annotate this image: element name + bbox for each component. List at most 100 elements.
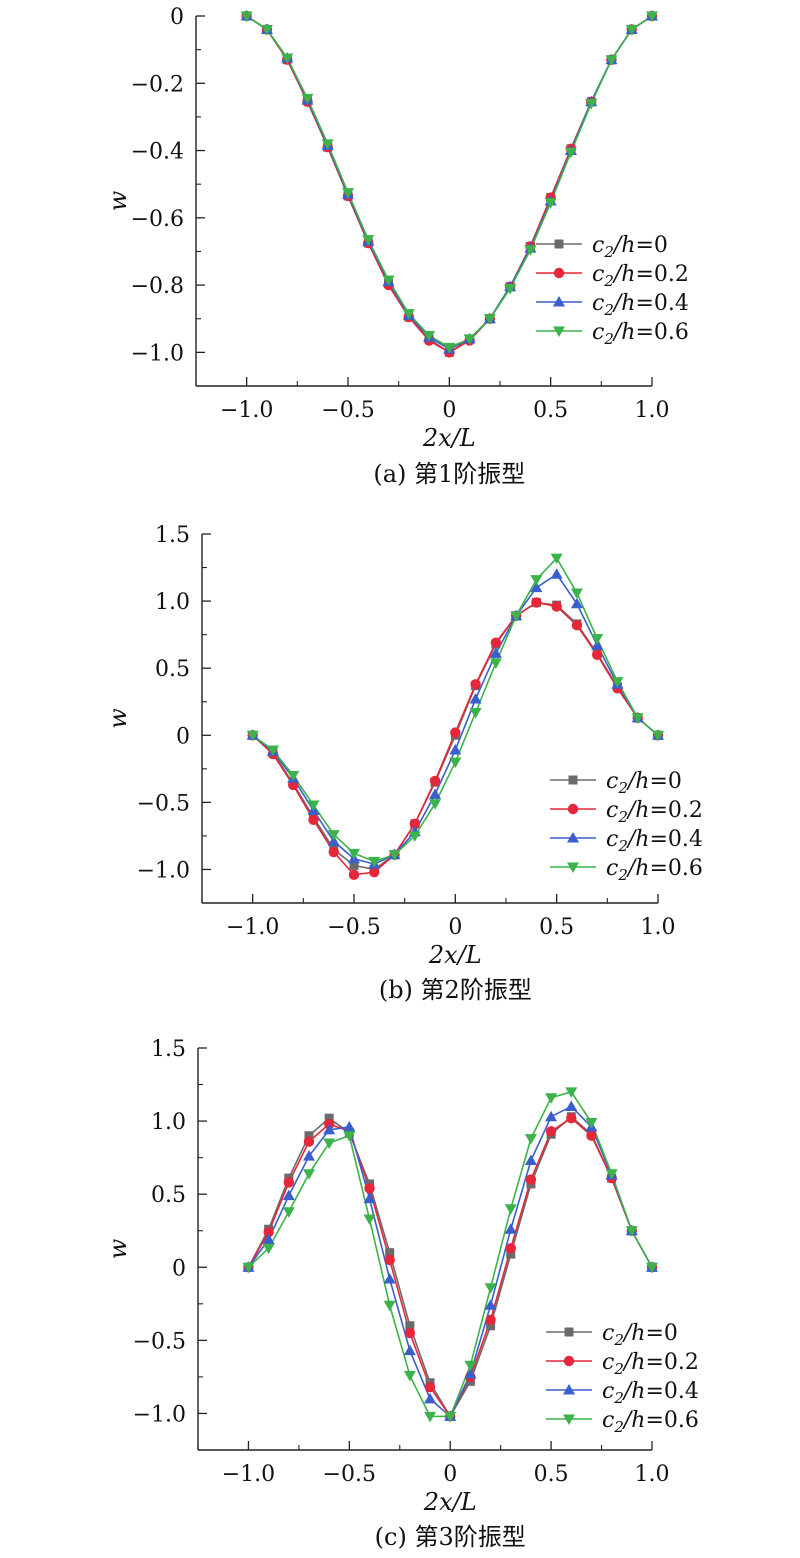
chart-panel-2: −1.0 −0.5 0 0.5 1.0 1.5 1.0 0.5 0 −0.5 −1.0 2x/L w (b… <box>104 523 703 1004</box>
legend-marker <box>563 1414 575 1425</box>
data-point <box>525 1174 537 1185</box>
x-tick-label: 0 <box>443 1462 457 1487</box>
y-tick-label: 0 <box>176 724 190 749</box>
data-point <box>324 1113 334 1123</box>
data-point <box>384 1254 395 1266</box>
legend-marker <box>564 1327 574 1337</box>
legend-entry: c2/h=0.6 <box>606 856 703 884</box>
data-point <box>246 730 259 742</box>
data-point <box>302 1169 315 1180</box>
data-point <box>530 575 543 586</box>
data-point <box>301 93 314 105</box>
data-point <box>282 1189 295 1201</box>
data-point <box>545 1110 558 1122</box>
data-point <box>283 1177 294 1188</box>
data-point <box>524 1134 537 1145</box>
data-point <box>321 139 334 150</box>
legend-marker <box>553 296 565 307</box>
data-point <box>450 727 461 738</box>
data-point <box>524 245 537 256</box>
x-axis-label: 2x/L <box>428 941 482 969</box>
y-tick-label: −0.8 <box>131 274 184 299</box>
data-point <box>564 147 577 159</box>
data-point <box>570 588 583 600</box>
data-point <box>323 1138 336 1150</box>
y-tick-label: 1.5 <box>151 1037 186 1062</box>
data-point <box>388 850 401 861</box>
data-point <box>544 198 557 209</box>
data-point <box>281 53 294 65</box>
data-point <box>342 188 354 199</box>
data-point <box>327 830 340 841</box>
data-point <box>605 55 618 66</box>
data-point <box>469 693 482 704</box>
data-point <box>449 757 462 769</box>
y-tick-label: −0.5 <box>133 1329 186 1354</box>
x-tick-label: 0.5 <box>533 398 568 423</box>
data-point <box>605 1169 618 1180</box>
data-point <box>484 1283 497 1294</box>
data-point <box>470 679 481 690</box>
x-tick-label: −0.5 <box>321 398 374 423</box>
data-point <box>443 342 456 354</box>
data-point <box>646 1262 658 1274</box>
x-axis-label: 2x/L <box>422 424 476 452</box>
y-tick-label: −1.0 <box>133 1402 186 1427</box>
x-tick-label: 1.0 <box>641 915 676 940</box>
data-point <box>349 860 359 870</box>
data-point <box>506 1249 516 1259</box>
data-point <box>383 1272 396 1284</box>
data-point <box>485 1314 496 1326</box>
data-point <box>585 1118 598 1129</box>
data-point <box>490 637 502 648</box>
y-tick-label: 0.5 <box>151 1183 186 1208</box>
x-tick-label: 1.0 <box>635 398 670 423</box>
data-point <box>585 98 598 110</box>
data-point <box>565 1087 578 1098</box>
x-axis-label: 2x/L <box>423 1488 477 1516</box>
y-tick-label: −0.2 <box>131 72 184 97</box>
data-point <box>303 1136 315 1147</box>
data-point <box>504 1223 517 1234</box>
data-point <box>424 1411 437 1423</box>
data-point <box>382 275 395 287</box>
legend-marker <box>567 803 579 815</box>
legend-entry: c2/h=0.2 <box>606 798 703 826</box>
legend-entry: c2/h=0 <box>602 1321 678 1349</box>
y-axis-label: w <box>104 708 132 729</box>
legend-entry: c2/h=0.4 <box>602 1379 699 1407</box>
x-tick-label: −1.0 <box>222 1462 275 1487</box>
data-point <box>566 1112 577 1124</box>
legend-entry: c2/h=0.4 <box>592 291 689 319</box>
data-point <box>404 1327 416 1339</box>
y-tick-label: 0 <box>172 1256 186 1281</box>
data-point <box>328 846 339 858</box>
legend-marker <box>554 239 564 249</box>
legend-marker <box>567 832 579 843</box>
data-point <box>424 1392 437 1404</box>
data-point <box>408 831 421 842</box>
data-point <box>368 856 381 868</box>
data-point <box>464 1360 477 1372</box>
data-point <box>429 788 442 799</box>
data-point <box>348 869 360 881</box>
chart-panel-3: −1.0 −0.5 0 0.5 1.0 1.5 1.0 0.5 0 −0.5 −1.0 2x/L w (c… <box>104 1037 699 1551</box>
data-point <box>545 1126 557 1137</box>
data-point <box>403 1370 416 1382</box>
data-point <box>383 1300 396 1312</box>
data-point <box>625 24 638 36</box>
series-line-2 <box>247 1117 653 1418</box>
data-point <box>323 1123 336 1135</box>
data-point <box>262 1243 275 1255</box>
x-tick-label: 0 <box>448 915 462 940</box>
legend-entry: c2/h=0.2 <box>602 1350 699 1378</box>
legend-marker <box>567 862 579 873</box>
data-point <box>486 1321 496 1331</box>
data-point <box>591 634 604 645</box>
data-point <box>405 1321 415 1331</box>
legend-marker <box>553 267 565 279</box>
data-point <box>266 745 279 757</box>
data-point <box>524 1154 537 1166</box>
y-tick-label: −0.5 <box>137 791 190 816</box>
data-point <box>307 800 320 812</box>
